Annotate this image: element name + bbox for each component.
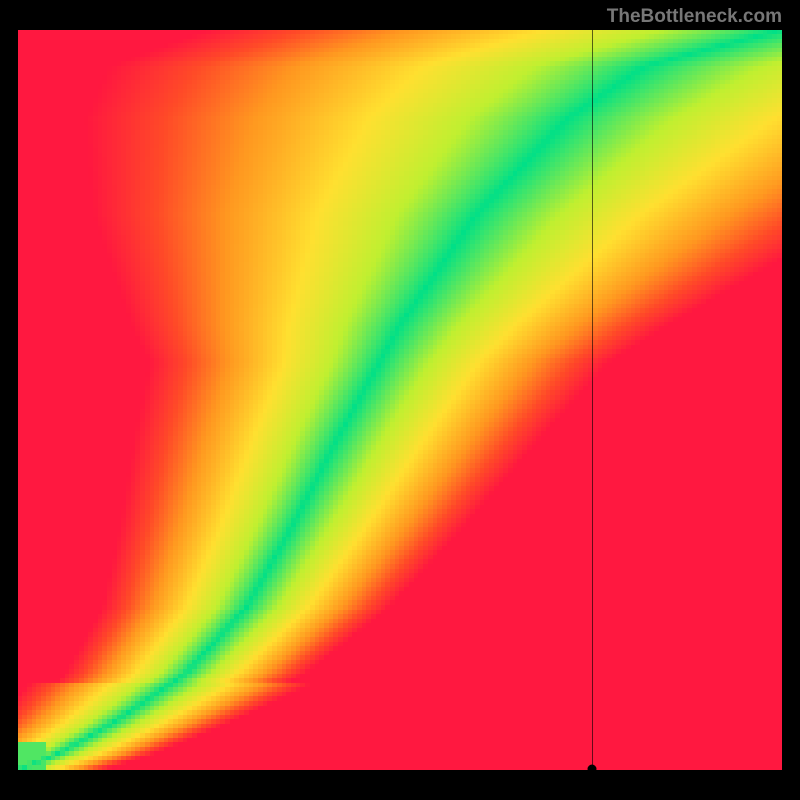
indicator-dot <box>587 765 596 774</box>
heatmap-canvas <box>18 30 782 770</box>
plot-area <box>18 30 782 770</box>
indicator-vertical-line <box>592 30 593 770</box>
watermark-text: TheBottleneck.com <box>607 6 782 28</box>
